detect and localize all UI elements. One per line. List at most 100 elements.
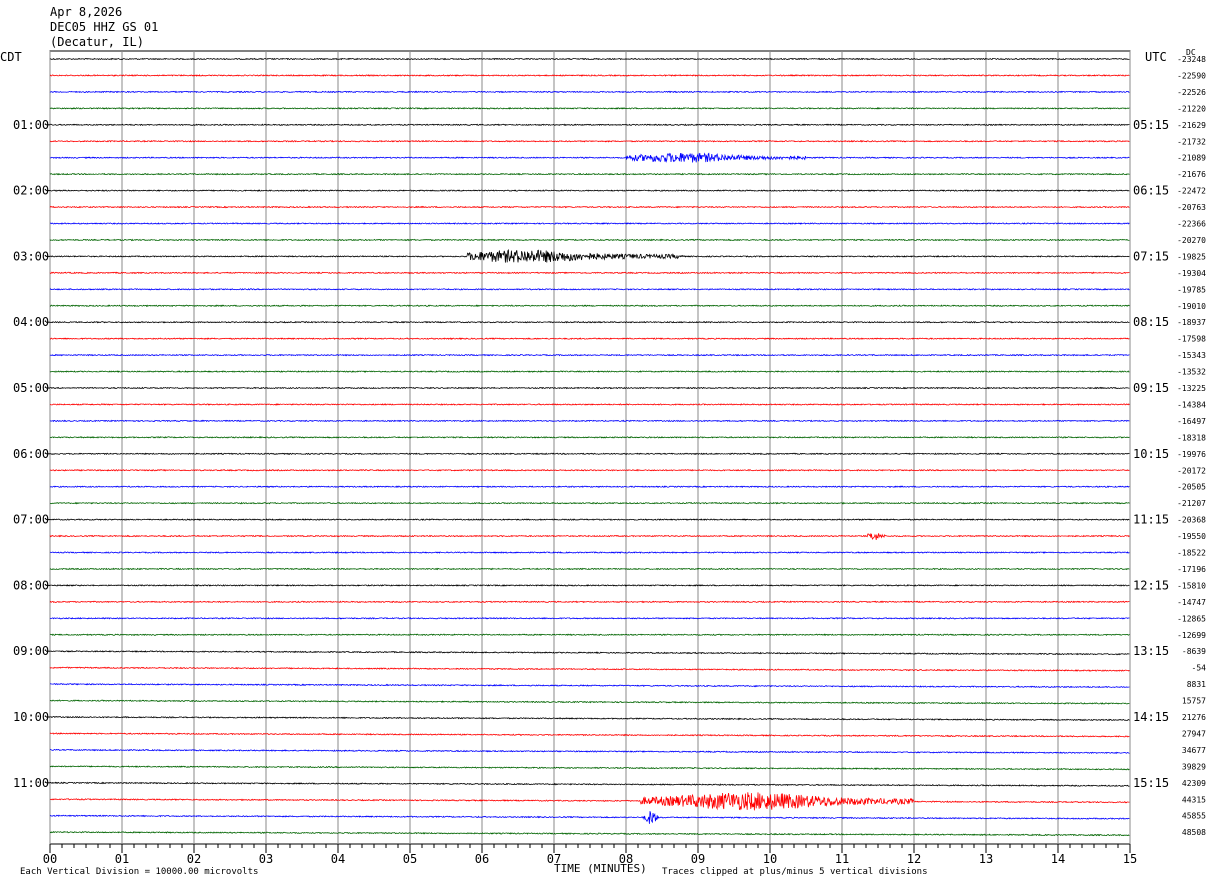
trace-offset-label: 21276: [1182, 713, 1206, 722]
trace-offset-label: -23248: [1177, 55, 1206, 64]
trace-offset-label: -22526: [1177, 88, 1206, 97]
seismic-trace: [49, 123, 1130, 127]
utc-hour-label: 08:15: [1133, 315, 1169, 329]
cdt-hour-label: 09:00: [13, 644, 49, 658]
trace-offset-label: -12865: [1177, 614, 1206, 623]
trace-offset-label: -19976: [1177, 450, 1206, 459]
seismic-trace: [49, 419, 1130, 423]
seismic-trace: [49, 501, 1130, 505]
seismic-trace: [49, 468, 1130, 472]
trace-offset-label: -15343: [1177, 351, 1206, 360]
seismic-trace: [49, 337, 1130, 341]
cdt-hour-label: 02:00: [13, 184, 49, 198]
seismic-trace: [50, 386, 1130, 390]
x-tick-label: 07: [547, 852, 561, 866]
seismic-trace: [49, 435, 1130, 439]
cdt-hour-label: 03:00: [13, 249, 49, 263]
trace-offset-label: -19785: [1177, 285, 1206, 294]
trace-offset-label: -20172: [1177, 466, 1206, 475]
station-name: DEC05 HHZ GS 01: [50, 20, 159, 34]
plot-frame: [49, 50, 1131, 845]
seismic-trace: [49, 271, 1130, 275]
seismic-trace: [49, 765, 1130, 771]
seismic-trace: [49, 249, 1130, 263]
seismic-trace: [49, 238, 1130, 242]
seismic-trace: [50, 222, 1130, 225]
seismic-trace: [49, 811, 1130, 824]
trace-offset-label: -16497: [1177, 417, 1206, 426]
cdt-hour-label: 11:00: [13, 776, 49, 790]
x-tick-label: 15: [1123, 852, 1137, 866]
trace-offset-label: -18937: [1177, 318, 1206, 327]
seismic-trace: [49, 600, 1130, 604]
labels: 00 01 02 03 04 05 06 07 08 09 10 11 12 13 14 15 -23248 -2…: [13, 55, 1206, 866]
trace-offset-label: -12699: [1177, 631, 1206, 640]
cdt-hour-label: 07:00: [13, 513, 49, 527]
grid: [46, 50, 1131, 853]
trace-offset-label: 15757: [1182, 697, 1206, 706]
x-tick-label: 05: [403, 852, 417, 866]
seismic-trace: [49, 288, 1130, 291]
trace-offset-label: -13532: [1177, 368, 1206, 377]
cdt-hour-label: 06:00: [13, 447, 49, 461]
trace-offset-label: -19550: [1177, 532, 1206, 541]
seismic-trace: [49, 304, 1130, 308]
trace-offset-label: -18522: [1177, 549, 1206, 558]
left-timezone-label: CDT: [0, 50, 22, 64]
seismic-trace: [49, 106, 1130, 110]
x-tick-label: 03: [259, 852, 273, 866]
trace-offset-label: 27947: [1182, 729, 1206, 738]
seismic-trace: [49, 452, 1130, 456]
seismic-trace: [49, 172, 1130, 176]
trace-offset-label: -20270: [1177, 236, 1206, 245]
utc-hour-label: 05:15: [1133, 118, 1169, 132]
seismic-trace: [49, 781, 1130, 787]
seismic-trace: [49, 633, 1130, 637]
x-tick-label: 12: [907, 852, 921, 866]
seismic-trace: [49, 189, 1130, 192]
cdt-hour-label: 10:00: [13, 710, 49, 724]
trace-offset-label: -21629: [1177, 121, 1206, 130]
trace-offset-label: 44315: [1182, 795, 1206, 804]
station-location: (Decatur, IL): [50, 35, 144, 49]
utc-hour-label: 15:15: [1133, 776, 1169, 790]
seismic-trace: [49, 666, 1130, 672]
seismic-trace: [49, 830, 1130, 837]
utc-hour-label: 13:15: [1133, 644, 1169, 658]
trace-offset-label: -19010: [1177, 302, 1206, 311]
seismic-trace: [50, 715, 1130, 722]
trace-offset-label: 34677: [1182, 746, 1206, 755]
x-axis-label: TIME (MINUTES): [554, 862, 647, 875]
cdt-hour-label: 01:00: [13, 118, 49, 132]
utc-hour-label: 14:15: [1133, 710, 1169, 724]
seismic-trace: [49, 370, 1130, 373]
utc-hour-label: 09:15: [1133, 381, 1169, 395]
seismic-trace: [49, 90, 1130, 94]
trace-offset-label: -21676: [1177, 170, 1206, 179]
seismic-trace: [49, 518, 1130, 521]
trace-offset-label: -14384: [1177, 400, 1206, 409]
seismic-trace: [49, 320, 1130, 324]
trace-offset-label: -22590: [1177, 71, 1206, 80]
trace-offset-label: -21220: [1177, 104, 1206, 113]
trace-offset-label: -54: [1192, 664, 1207, 673]
trace-offset-label: 8831: [1187, 680, 1206, 689]
utc-hour-label: 07:15: [1133, 249, 1169, 263]
trace-offset-label: -22472: [1177, 187, 1206, 196]
seismic-trace: [49, 792, 1130, 811]
plot-date: Apr 8,2026: [50, 5, 123, 19]
trace-offset-label: -13225: [1177, 384, 1206, 393]
trace-offset-label: 42309: [1182, 779, 1206, 788]
utc-hour-label: 11:15: [1133, 513, 1169, 527]
trace-offset-label: -17598: [1177, 335, 1206, 344]
trace-offset-label: -21089: [1177, 154, 1206, 163]
seismic-trace: [49, 617, 1130, 620]
seismic-trace: [49, 139, 1130, 143]
seismic-trace: [49, 699, 1130, 705]
trace-offset-label: -21207: [1177, 499, 1206, 508]
x-tick-label: 08: [619, 852, 633, 866]
trace-offset-label: -20368: [1177, 516, 1206, 525]
scale-note: Each Vertical Division = 10000.00 microv…: [20, 867, 259, 877]
seismic-trace: [49, 74, 1130, 77]
seismic-trace: [50, 682, 1130, 689]
